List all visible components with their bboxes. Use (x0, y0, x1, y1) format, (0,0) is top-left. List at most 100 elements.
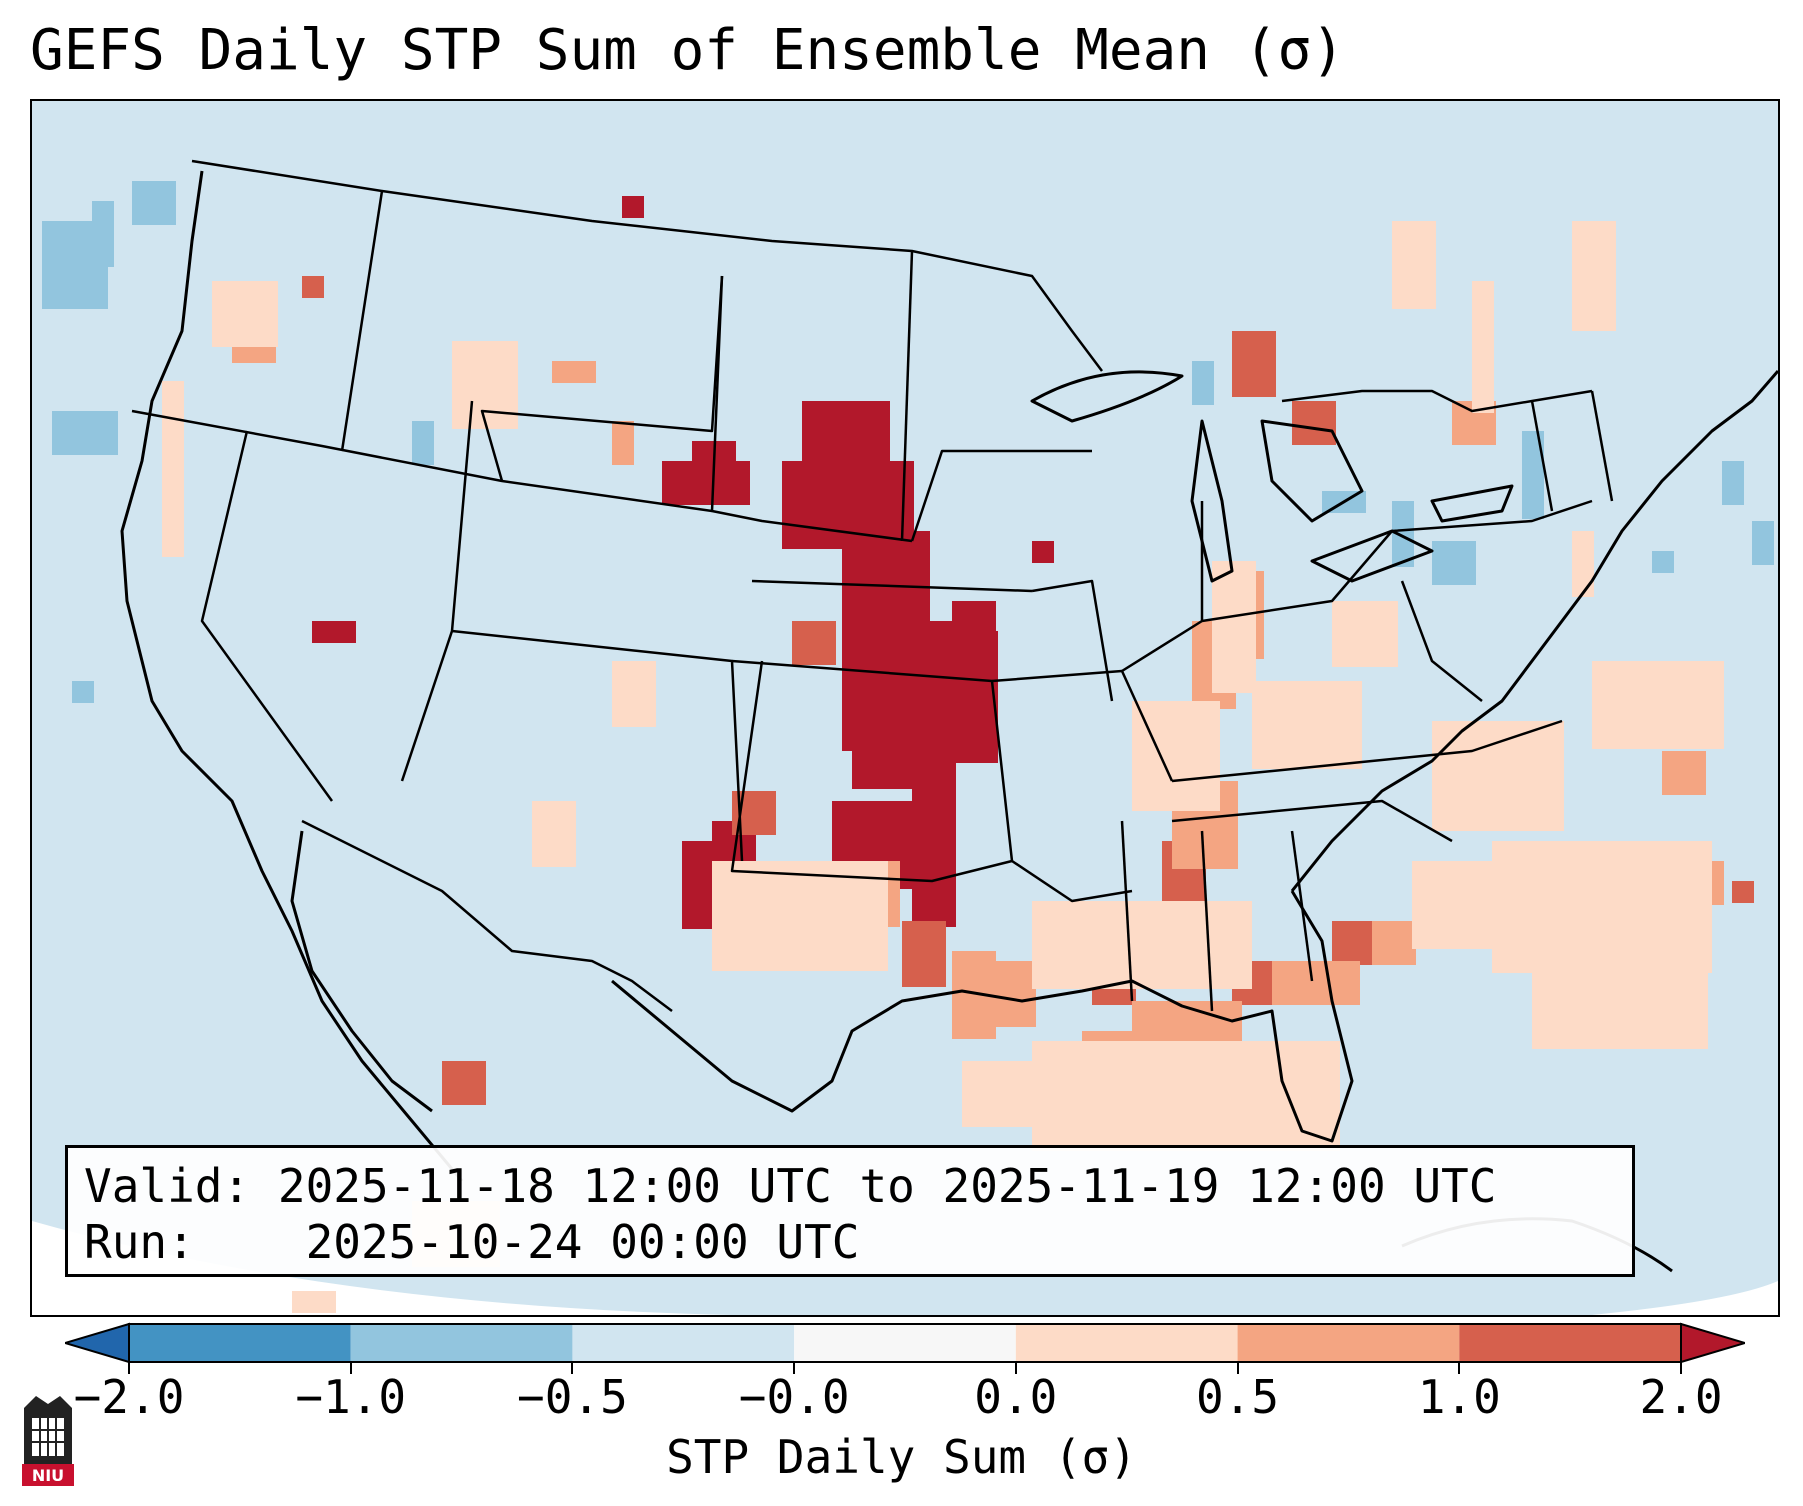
stp-cell (496, 363, 518, 385)
stp-cell (1216, 847, 1238, 869)
stp-cell (1164, 967, 1186, 989)
stp-cell (902, 965, 924, 987)
state-border (200, 430, 334, 802)
stp-cell (974, 645, 996, 667)
stp-cell (1642, 961, 1664, 983)
stp-cell (1592, 705, 1614, 727)
run-label: Run: (84, 1215, 195, 1269)
stp-cell (86, 287, 108, 309)
stp-cell (1514, 885, 1536, 907)
stp-cell (1454, 541, 1476, 563)
colorbar-tick-mark (1236, 1362, 1239, 1374)
stp-cell (1624, 863, 1646, 885)
stp-cell (824, 401, 846, 423)
stp-cell (822, 927, 844, 949)
stp-data-cells (42, 181, 1774, 1313)
stp-cell (1176, 767, 1198, 789)
stp-cell (162, 469, 184, 491)
stp-cell (1230, 967, 1252, 989)
stp-cell (734, 927, 756, 949)
stp-cell (892, 461, 914, 483)
stp-cell (1142, 901, 1164, 923)
stp-cell (1332, 943, 1354, 965)
stp-cell (634, 683, 656, 705)
colorbar-segment (572, 1324, 795, 1362)
stp-cell (1454, 787, 1476, 809)
stp-cell (1722, 461, 1744, 483)
stp-cell (1186, 1041, 1208, 1063)
stp-cell (728, 483, 750, 505)
stp-cell (1684, 751, 1706, 773)
stp-cell (912, 773, 934, 795)
colorbar-segments (65, 1322, 1745, 1364)
valid-time-value: 2025-11-18 12:00 UTC to 2025-11-19 12:00… (277, 1159, 1497, 1213)
stp-cell (154, 203, 176, 225)
stp-cell (1208, 967, 1230, 989)
stp-cell (1076, 1063, 1098, 1085)
stp-cell (1098, 1107, 1120, 1129)
stp-cell (42, 243, 64, 265)
stp-cell (162, 403, 184, 425)
stp-cell (1680, 705, 1702, 727)
stp-cell (1432, 563, 1454, 585)
stp-cell (974, 667, 996, 689)
stp-cell (1234, 671, 1256, 693)
stp-cell (864, 663, 886, 685)
stp-cell (1272, 983, 1294, 1005)
map-title: GEFS Daily STP Sum of Ensemble Mean (σ) (30, 18, 1345, 83)
colorbar-tick-label: −2.0 (73, 1370, 185, 1424)
colorbar-segment (129, 1324, 351, 1362)
stp-cell (924, 921, 946, 943)
stp-cell (1232, 375, 1254, 397)
stp-cell (1536, 863, 1558, 885)
stp-cell (952, 623, 974, 645)
map-canvas[interactable] (32, 101, 1778, 1315)
stp-cell (52, 411, 74, 433)
stp-cell (1554, 983, 1576, 1005)
stp-cell (74, 433, 96, 455)
colorbar-segment (1459, 1324, 1681, 1362)
stp-cell (412, 443, 434, 465)
stp-cell (42, 221, 64, 243)
valid-label: Valid: (84, 1159, 251, 1213)
map-panel[interactable] (30, 99, 1780, 1317)
stp-cell (1132, 767, 1154, 789)
stp-cell (1212, 583, 1234, 605)
stp-cell (734, 883, 756, 905)
stp-cell (1076, 967, 1098, 989)
stp-cell (1642, 1027, 1664, 1049)
stp-cell (96, 411, 118, 433)
stp-cell (1340, 725, 1362, 747)
stp-cell (1598, 983, 1620, 1005)
stp-cell (870, 505, 892, 527)
stp-cell (1576, 961, 1598, 983)
stp-cell (912, 751, 934, 773)
stp-cell (1664, 961, 1686, 983)
stp-cell (1076, 1041, 1098, 1063)
stp-cell (612, 421, 634, 443)
stp-cell (1602, 907, 1624, 929)
stp-cell (1132, 1001, 1154, 1023)
stp-cell (1664, 1027, 1686, 1049)
stp-cell (1432, 809, 1454, 831)
baja-coastline (290, 830, 433, 1113)
stp-cell (1332, 601, 1354, 623)
stp-cell (952, 601, 974, 623)
stp-cell (1690, 885, 1712, 907)
stp-cell (1050, 1105, 1072, 1127)
stp-cell (1032, 945, 1054, 967)
stp-cell (682, 907, 704, 929)
stp-cell (212, 303, 234, 325)
stp-cell (1514, 951, 1536, 973)
stp-cell (464, 1083, 486, 1105)
stp-cell (1252, 747, 1274, 769)
stp-cell (914, 709, 936, 731)
stp-cell (1252, 703, 1274, 725)
run-time-value: 2025-10-24 00:00 UTC (305, 1215, 860, 1269)
stp-cell (1192, 665, 1214, 687)
stp-cell (1376, 645, 1398, 667)
stp-cell (162, 425, 184, 447)
stp-cell (1690, 863, 1712, 885)
stp-cell (1274, 725, 1296, 747)
stp-cell (1412, 861, 1434, 883)
